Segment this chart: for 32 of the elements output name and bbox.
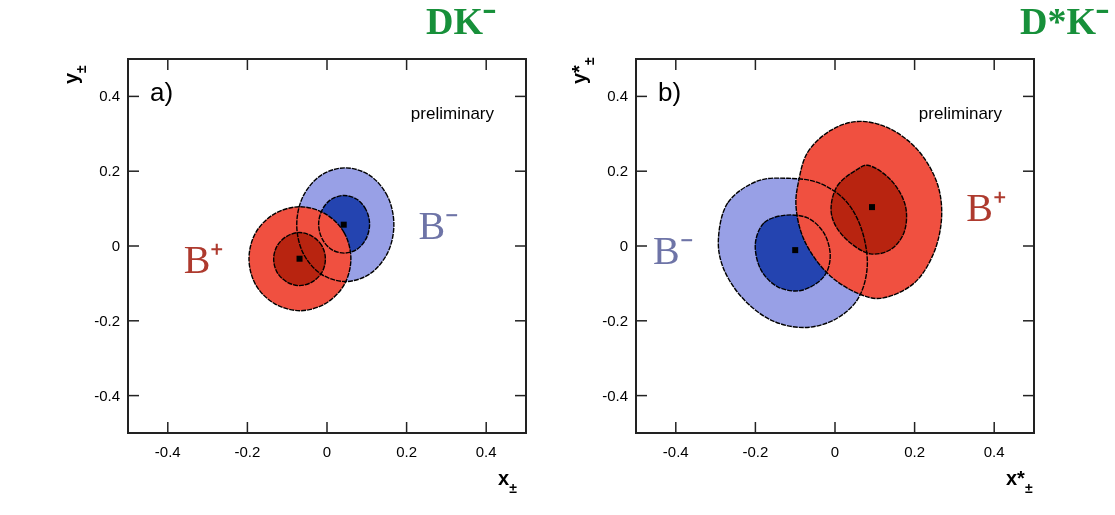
y-tick-label: 0 (111, 237, 120, 254)
y-tick-label: -0.2 (94, 311, 120, 329)
y-tick-label: -0.4 (602, 386, 628, 404)
annotation: a) (150, 77, 174, 107)
y-tick-label: 0 (619, 237, 628, 254)
x-tick-label: -0.4 (154, 443, 181, 460)
annotation: preliminary (918, 104, 1003, 123)
series-label: B⁺ (183, 236, 225, 282)
series-label: B⁻ (418, 202, 460, 248)
x-tick-label: 0.2 (904, 443, 926, 460)
x-axis-title: x$_{±}$ (498, 467, 518, 496)
annotation: preliminary (410, 104, 495, 123)
y-tick-label: 0.4 (607, 87, 628, 105)
x-tick-label: -0.2 (234, 443, 261, 460)
y-tick-label: 0.2 (607, 162, 628, 180)
x-tick-label: -0.4 (662, 443, 689, 460)
y-tick-label: -0.4 (94, 386, 120, 404)
x-tick-label: 0.2 (396, 443, 418, 460)
x-axis-title: x*$_{±}$ (1006, 467, 1033, 496)
x-tick-label: 0 (830, 443, 840, 460)
annotation: b) (658, 77, 682, 107)
y-tick-label: -0.2 (602, 311, 628, 329)
x-tick-label: 0.4 (983, 443, 1005, 460)
y-tick-label: 0.4 (99, 87, 120, 105)
series-label: B⁺ (966, 185, 1008, 231)
chart-title: DK⁻ (426, 0, 496, 42)
x-tick-label: -0.2 (742, 443, 769, 460)
x-tick-label: 0 (322, 443, 332, 460)
chart-title: D*K⁻ (1020, 0, 1109, 42)
x-tick-label: 0.4 (475, 443, 497, 460)
y-tick-label: 0.2 (99, 162, 120, 180)
series-label: B⁻ (653, 228, 694, 274)
